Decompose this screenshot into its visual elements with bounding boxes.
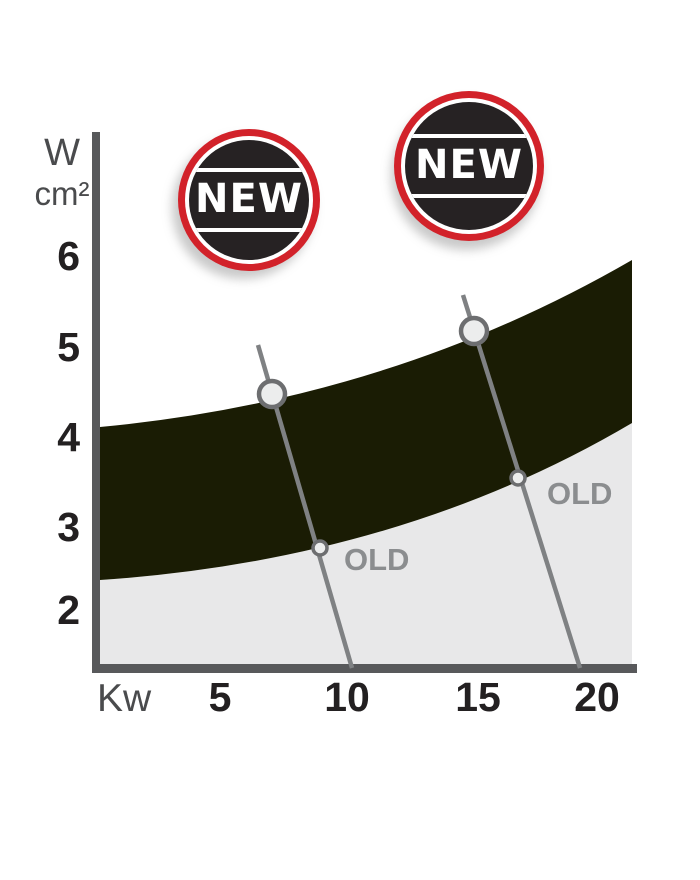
badge-rule-top-icon xyxy=(407,134,531,138)
x-tick-15: 15 xyxy=(455,674,501,720)
new-badge-1-disc: NEW xyxy=(189,140,309,260)
badge-rule-top-icon xyxy=(191,168,307,172)
x-tick-20: 20 xyxy=(574,674,620,720)
new-point-marker-2 xyxy=(458,315,490,347)
old-range-band xyxy=(100,423,632,666)
new-badge-1-white-ring: NEW xyxy=(185,136,313,264)
new-range-band xyxy=(100,260,632,580)
old-annotation-1: OLD xyxy=(344,542,409,577)
old-point-marker-2 xyxy=(509,469,527,487)
x-tick-5: 5 xyxy=(209,674,232,720)
y-tick-4: 4 xyxy=(57,414,80,460)
new-badge-2-label: NEW xyxy=(415,142,523,188)
new-point-marker-1 xyxy=(256,378,288,410)
y-axis-unit-numerator: W xyxy=(44,132,80,174)
badge-rule-bottom-icon xyxy=(407,194,531,198)
new-badge-2-white-ring: NEW xyxy=(401,98,537,234)
new-badge-2-disc: NEW xyxy=(405,102,533,230)
new-badge-2: NEW xyxy=(394,91,544,241)
x-tick-10: 10 xyxy=(324,674,370,720)
new-badge-1: NEW xyxy=(178,129,320,271)
badge-rule-bottom-icon xyxy=(191,228,307,232)
old-annotation-2: OLD xyxy=(547,476,612,511)
old-point-marker-1 xyxy=(311,539,329,557)
y-axis-line xyxy=(92,132,100,672)
x-axis-unit: Kw xyxy=(97,677,152,720)
y-tick-5: 5 xyxy=(57,324,80,370)
y-tick-3: 3 xyxy=(57,504,80,550)
y-axis-unit-denominator: cm² xyxy=(35,175,90,212)
new-badge-1-label: NEW xyxy=(195,176,303,222)
y-tick-6: 6 xyxy=(57,233,80,279)
y-tick-2: 2 xyxy=(57,587,80,633)
x-axis-line xyxy=(92,664,637,673)
